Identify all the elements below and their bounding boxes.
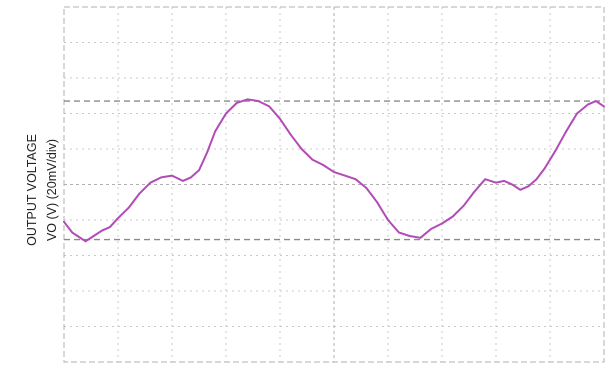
trace-point: [300, 148, 303, 150]
trace-point: [430, 228, 433, 230]
trace-point: [235, 102, 238, 104]
trace-point: [63, 220, 65, 223]
y-axis-label-line-2: VO (V) (20mV/div): [45, 139, 59, 241]
trace-point: [408, 235, 411, 237]
trace-point: [576, 112, 578, 115]
trace-point: [198, 169, 200, 172]
trace-point: [451, 215, 454, 218]
trace-point: [84, 240, 87, 243]
output-voltage-trace: [63, 98, 605, 243]
trace-point: [503, 180, 505, 182]
trace-point: [214, 130, 217, 133]
trace-point: [149, 181, 152, 184]
trace-point: [206, 151, 209, 154]
trace-point: [246, 98, 249, 101]
trace-point: [268, 105, 271, 108]
trace-point: [565, 130, 568, 133]
trace-point: [333, 171, 335, 174]
trace-point: [441, 222, 443, 225]
trace-point: [586, 103, 589, 106]
trace-point: [473, 190, 476, 193]
trace-point: [462, 204, 465, 207]
y-axis-label: OUTPUT VOLTAGE VO (V) (20mV/div): [25, 134, 59, 246]
trace-point: [171, 174, 173, 177]
trace-point: [484, 178, 487, 181]
trace-point: [109, 226, 111, 229]
trace-layer: [63, 98, 605, 243]
trace-point: [495, 181, 497, 184]
trace-point: [519, 188, 522, 191]
trace-point: [311, 158, 314, 161]
trace-point: [603, 105, 605, 108]
trace-point: [190, 176, 192, 179]
trace-point: [279, 117, 281, 120]
trace-point: [181, 180, 184, 182]
trace-point: [343, 174, 346, 177]
trace-point: [387, 219, 389, 221]
trace-point: [535, 178, 538, 181]
trace-point: [92, 235, 95, 237]
y-axis-label-line-1: OUTPUT VOLTAGE: [25, 134, 39, 246]
trace-point: [595, 100, 597, 102]
grid: [63, 6, 605, 363]
trace-point: [225, 112, 227, 115]
trace-point: [138, 192, 141, 195]
cursor-lines: [64, 100, 604, 241]
trace-point: [289, 133, 292, 136]
trace-point: [322, 164, 325, 166]
trace-point: [160, 176, 163, 179]
trace-point: [527, 185, 530, 188]
trace-point: [376, 201, 379, 204]
trace-point: [543, 167, 546, 170]
trace-point: [100, 229, 103, 232]
trace-point: [511, 183, 514, 186]
trace-point: [365, 187, 368, 189]
trace-point: [257, 100, 260, 102]
trace-point: [71, 231, 73, 234]
trace-point: [554, 149, 557, 152]
trace-point: [354, 178, 357, 181]
trace-point: [117, 217, 119, 220]
trace-point: [419, 236, 422, 239]
trace-point: [76, 235, 79, 237]
plot-frame: [63, 6, 605, 363]
trace-point: [127, 206, 130, 209]
trace-point: [397, 231, 400, 234]
